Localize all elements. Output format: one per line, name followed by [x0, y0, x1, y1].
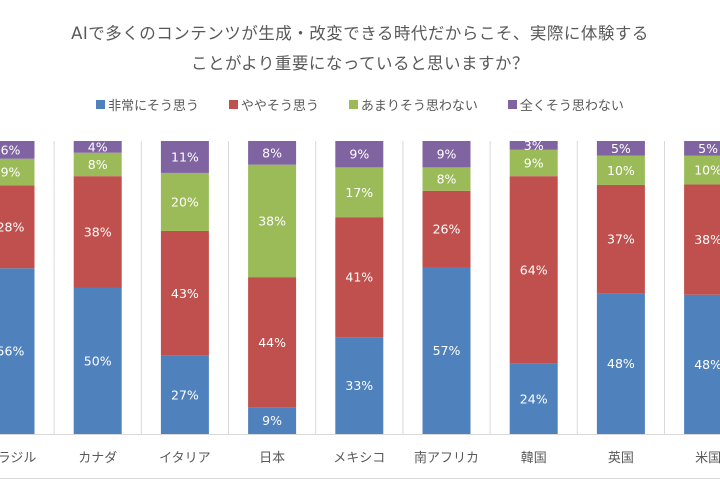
chart-title-line-1: AIで多くのコンテンツが生成・改変できる時代だからこそ、実際に体験する — [71, 24, 649, 43]
data-label: 64% — [520, 262, 548, 277]
data-label: 9% — [349, 147, 369, 162]
data-label: 8% — [88, 157, 108, 172]
data-label: 5% — [611, 141, 631, 156]
category-label: 米国 — [695, 451, 720, 466]
category-label: 英国 — [608, 451, 634, 466]
data-label: 10% — [694, 163, 720, 178]
legend-label: 非常にそう思う — [108, 99, 199, 114]
data-label: 38% — [694, 232, 720, 247]
data-label: 26% — [433, 221, 461, 236]
data-label: 38% — [258, 213, 286, 228]
legend-swatch — [348, 100, 358, 109]
data-label: 24% — [520, 391, 548, 406]
bar-segment — [509, 141, 558, 150]
bar-segment — [422, 266, 471, 434]
data-label: 44% — [258, 335, 286, 350]
bar-segment — [0, 268, 35, 434]
bar-segment — [422, 167, 471, 191]
bar-segment — [0, 185, 35, 269]
data-label: 10% — [607, 163, 635, 178]
bar-segment — [509, 149, 558, 177]
bar-segment — [73, 287, 122, 434]
data-label: 37% — [607, 232, 635, 247]
bar-segment — [596, 293, 645, 434]
bar-segment — [509, 363, 558, 434]
legend-item: ややそう思う — [228, 95, 319, 114]
data-label: 9% — [437, 147, 457, 162]
data-label: 27% — [171, 387, 199, 402]
data-label: 28% — [0, 219, 25, 234]
bar-segment — [160, 141, 209, 173]
legend-item: あまりそう思わない — [348, 95, 478, 114]
data-label: 50% — [84, 353, 112, 368]
bar-segment — [248, 141, 297, 165]
category-label: 日本 — [259, 451, 285, 466]
bar-segment — [73, 141, 122, 153]
bar-segment — [335, 337, 384, 434]
data-label: 17% — [345, 185, 373, 200]
data-label: 8% — [437, 172, 457, 187]
data-label: 33% — [345, 378, 373, 393]
data-label: 48% — [694, 357, 720, 372]
legend-label: あまりそう思わない — [360, 99, 478, 114]
data-label: 5% — [698, 141, 718, 156]
bar-segment — [684, 184, 720, 295]
bar-segment — [596, 155, 645, 185]
legend-item: 非常にそう思う — [96, 95, 199, 114]
legend-swatch — [507, 100, 517, 109]
data-label: 20% — [171, 194, 199, 209]
bar-segment — [335, 217, 384, 338]
data-label: 6% — [1, 142, 21, 157]
category-label: イタリア — [159, 451, 210, 466]
bar-segment — [160, 355, 209, 434]
legend-label: 全くそう思わない — [519, 99, 624, 114]
bar-segment — [73, 176, 122, 288]
bar-segment — [160, 230, 209, 356]
bar-segment — [160, 172, 209, 231]
bar-segment — [684, 141, 720, 156]
data-label: 56% — [0, 344, 25, 359]
data-label: 43% — [171, 286, 199, 301]
data-label: 48% — [607, 356, 635, 371]
bar-segment — [596, 184, 645, 294]
data-label: 3% — [524, 138, 544, 153]
legend-swatch — [96, 100, 106, 109]
bar-segment — [422, 190, 471, 267]
bar-segment — [0, 158, 35, 186]
data-label: 8% — [262, 145, 282, 160]
category-label: 南アフリカ — [414, 450, 479, 466]
category-label: メキシコ — [333, 451, 385, 466]
category-label: 韓国 — [521, 451, 547, 466]
bar-segment — [73, 152, 122, 177]
category-label: カナダ — [78, 451, 117, 466]
bar-segment — [684, 155, 720, 185]
bar-segment — [684, 294, 720, 434]
bar-segment — [509, 176, 558, 364]
legend-swatch — [228, 100, 238, 109]
legend-label: ややそう思う — [240, 99, 319, 114]
bar-segment — [248, 407, 297, 434]
bar-segment — [422, 141, 471, 168]
bar-segment — [248, 277, 297, 408]
bar-segment — [0, 141, 35, 159]
bar-segment — [248, 164, 297, 278]
data-label: 11% — [171, 149, 199, 164]
data-label: 57% — [433, 343, 461, 358]
bar-segment — [335, 167, 384, 218]
data-label: 9% — [524, 155, 544, 170]
data-label: 41% — [345, 270, 373, 285]
legend: 非常にそう思う ややそう思う あまりそう思わない 全くそう思わない — [0, 95, 720, 114]
data-label: 9% — [1, 165, 21, 180]
legend-item: 全くそう思わない — [507, 95, 624, 114]
chart-title-line-2: ことがより重要になっていると思いますか？ — [190, 54, 530, 73]
data-label: 9% — [262, 413, 282, 428]
bar-segment — [596, 141, 645, 156]
category-label: ブラジル — [0, 450, 36, 466]
data-label: 4% — [88, 139, 108, 154]
bar-segment — [335, 141, 384, 168]
data-label: 38% — [84, 224, 112, 239]
